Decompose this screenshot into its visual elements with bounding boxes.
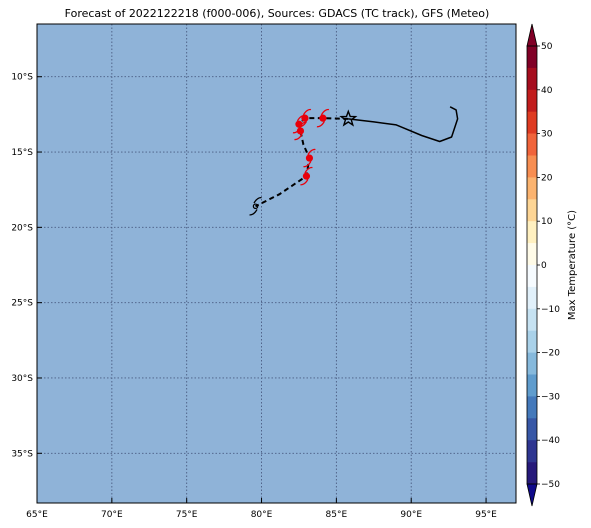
lon-tick-label: 75°E (176, 510, 198, 520)
colorbar-tick-label: 20 (541, 173, 553, 183)
lon-tick-label: 95°E (475, 510, 497, 520)
colorbar-segment (527, 67, 537, 91)
colorbar: 50 40 30 20 10 0 −10 −20 −30 −40 −50 Max Temperatu… (526, 23, 578, 507)
colorbar-segment (527, 265, 537, 288)
colorbar-extend-bottom (526, 483, 538, 507)
cyclone-track (249, 106, 459, 216)
colorbar-tick-label: −10 (541, 305, 560, 315)
lat-tick-label: 20°S (11, 223, 33, 233)
colorbar-segment (527, 396, 537, 419)
ocean-background (37, 24, 516, 503)
gridlines (37, 24, 516, 503)
colorbar-tick-label: −40 (541, 436, 560, 446)
colorbar-segment (527, 89, 537, 112)
latitude-ticks: 10°S 15°S 20°S 25°S 30°S 35°S (11, 73, 42, 459)
colorbar-segment (527, 199, 537, 222)
past-track-line (348, 106, 459, 143)
colorbar-ticks: 50 40 30 20 10 0 −10 −20 −30 −40 −50 (537, 42, 560, 490)
colorbar-tick-label: 30 (541, 130, 553, 140)
lon-tick-label: 90°E (400, 510, 422, 520)
cyclone-icon (294, 121, 307, 141)
colorbar-extend-top (526, 23, 538, 47)
colorbar-tick-label: 0 (541, 261, 547, 271)
cyclone-icon (249, 196, 262, 216)
colorbar-segment (527, 221, 537, 244)
colorbar-segments (526, 23, 538, 507)
colorbar-segment (527, 133, 537, 156)
colorbar-tick-label: 10 (541, 217, 553, 227)
colorbar-segment (527, 440, 537, 463)
cyclone-icon (316, 108, 330, 128)
lat-tick-label: 10°S (11, 73, 33, 83)
colorbar-tick-label: 50 (541, 42, 553, 52)
lat-tick-label: 35°S (11, 449, 33, 459)
colorbar-tick-label: −50 (541, 480, 560, 490)
cyclone-icon (303, 148, 316, 168)
map-panel: 65°E 70°E 75°E 80°E 85°E 90°E 95°E 10°S 15°S 20°… (11, 23, 517, 520)
current-position-star (339, 109, 358, 127)
colorbar-segment (527, 286, 537, 310)
colorbar-segment (527, 462, 537, 485)
colorbar-segment (527, 177, 537, 200)
longitude-ticks: 65°E 70°E 75°E 80°E 85°E 90°E 95°E (26, 498, 497, 520)
colorbar-tick-label: −30 (541, 392, 560, 402)
colorbar-segment (527, 308, 537, 331)
colorbar-segment (527, 352, 537, 375)
cyclone-icon (300, 166, 313, 186)
colorbar-segment (527, 155, 537, 178)
colorbar-segment (527, 243, 537, 266)
colorbar-label: Max Temperature (°C) (567, 210, 578, 320)
lon-tick-label: 70°E (101, 510, 123, 520)
lon-tick-label: 65°E (26, 510, 48, 520)
colorbar-segment (527, 418, 537, 441)
colorbar-segment (527, 46, 537, 69)
colorbar-segment (527, 330, 537, 353)
forecast-track-line (255, 117, 349, 208)
lat-tick-label: 25°S (11, 299, 33, 309)
lat-tick-label: 15°S (11, 148, 33, 158)
colorbar-tick-label: 40 (541, 86, 553, 96)
colorbar-segment (527, 374, 537, 397)
map-title: Forecast of 2022122218 (f000-006), Sourc… (65, 7, 490, 20)
colorbar-tick-label: −20 (541, 349, 560, 359)
colorbar-segment (527, 111, 537, 134)
lon-tick-label: 85°E (326, 510, 348, 520)
lon-tick-label: 80°E (251, 510, 273, 520)
map-frame (36, 23, 517, 504)
lat-tick-label: 30°S (11, 374, 33, 384)
